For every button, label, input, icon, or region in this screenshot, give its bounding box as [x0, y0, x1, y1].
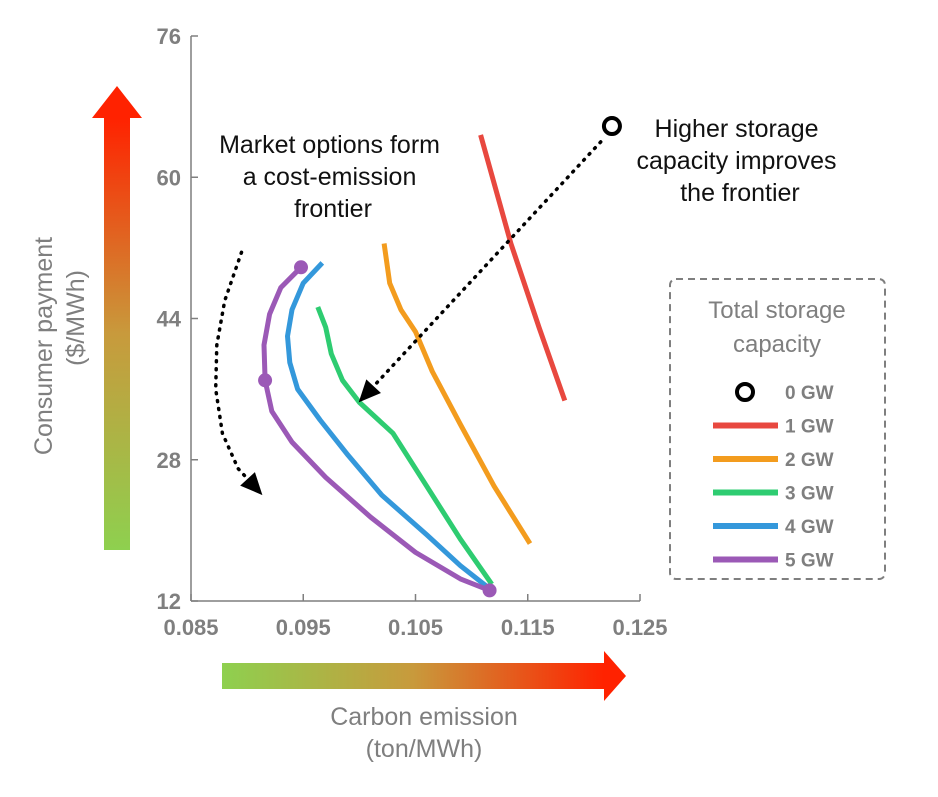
frontier-arrow-line [213, 250, 261, 493]
annotation-improves-line-1: Higher storage [655, 115, 819, 143]
annotation-improves: Higher storage capacity improves the fro… [636, 115, 843, 207]
y-tick-label: 76 [157, 24, 181, 49]
series-5-gw-marker [258, 373, 273, 388]
y-tick-label: 60 [157, 165, 181, 190]
annotation-arrows [213, 140, 603, 496]
legend-box [669, 278, 886, 580]
annotation-frontier-line-3: frontier [294, 195, 372, 223]
annotation-improves-line-3: the frontier [680, 179, 800, 207]
annotation-frontier-line-1: Market options form [219, 131, 440, 159]
y-axis-title: Consumer payment [30, 237, 58, 455]
annotation-improves-line-2: capacity improves [636, 147, 836, 175]
improves-arrow-line [360, 140, 603, 400]
series-5-gw-line [261, 265, 491, 593]
legend-label-1-gw: 1 GW [785, 417, 834, 438]
x-tick-label: 0.085 [163, 615, 218, 640]
x-axis-unit: (ton/MWh) [366, 735, 483, 763]
x-tick-label: 0.115 [501, 615, 555, 640]
legend-label-5-gw: 5 GW [785, 551, 834, 572]
series-0-gw-point [601, 116, 622, 137]
series-5-gw-marker [294, 260, 309, 275]
legend-swatch-0-gw [735, 382, 755, 402]
x-axis-title: Carbon emission [330, 703, 518, 731]
y-tick-label: 28 [157, 448, 181, 473]
y-axis-unit: ($/MWh) [62, 270, 90, 366]
legend-label-0-gw: 0 GW [785, 383, 834, 404]
legend-label-2-gw: 2 GW [785, 450, 834, 471]
frontier-arrow-head [240, 472, 263, 496]
y-axis: 12 28 44 60 76 [157, 24, 198, 614]
legend-title-line-1: Total storage [708, 297, 845, 324]
series-4-gw-line [285, 261, 488, 588]
x-gradient-arrow [222, 651, 626, 701]
series-2-gw-line [381, 243, 533, 545]
improves-arrow-head [358, 379, 381, 403]
y-gradient-arrow [92, 86, 142, 550]
legend-label-4-gw: 4 GW [785, 517, 834, 538]
x-axis: 0.085 0.095 0.105 0.115 0.125 [163, 594, 668, 640]
annotation-frontier-line-2: a cost-emission [243, 163, 417, 191]
legend-label-3-gw: 3 GW [785, 484, 834, 505]
x-tick-label: 0.105 [388, 615, 443, 640]
legend-title-line-2: capacity [733, 331, 821, 358]
legend: Total storage capacity 0 GW 1 GW 2 GW 3 GW 4… [669, 278, 886, 580]
series-3-gw-line [315, 306, 494, 586]
series-layer [258, 116, 622, 598]
y-tick-label: 44 [157, 307, 182, 332]
annotation-frontier: Market options form a cost-emission fron… [219, 131, 447, 223]
series-5-gw-marker [482, 583, 497, 598]
series-1-gw-line [478, 134, 568, 402]
x-tick-label: 0.095 [276, 615, 331, 640]
y-tick-label: 12 [157, 589, 181, 614]
x-tick-label: 0.125 [612, 615, 667, 640]
